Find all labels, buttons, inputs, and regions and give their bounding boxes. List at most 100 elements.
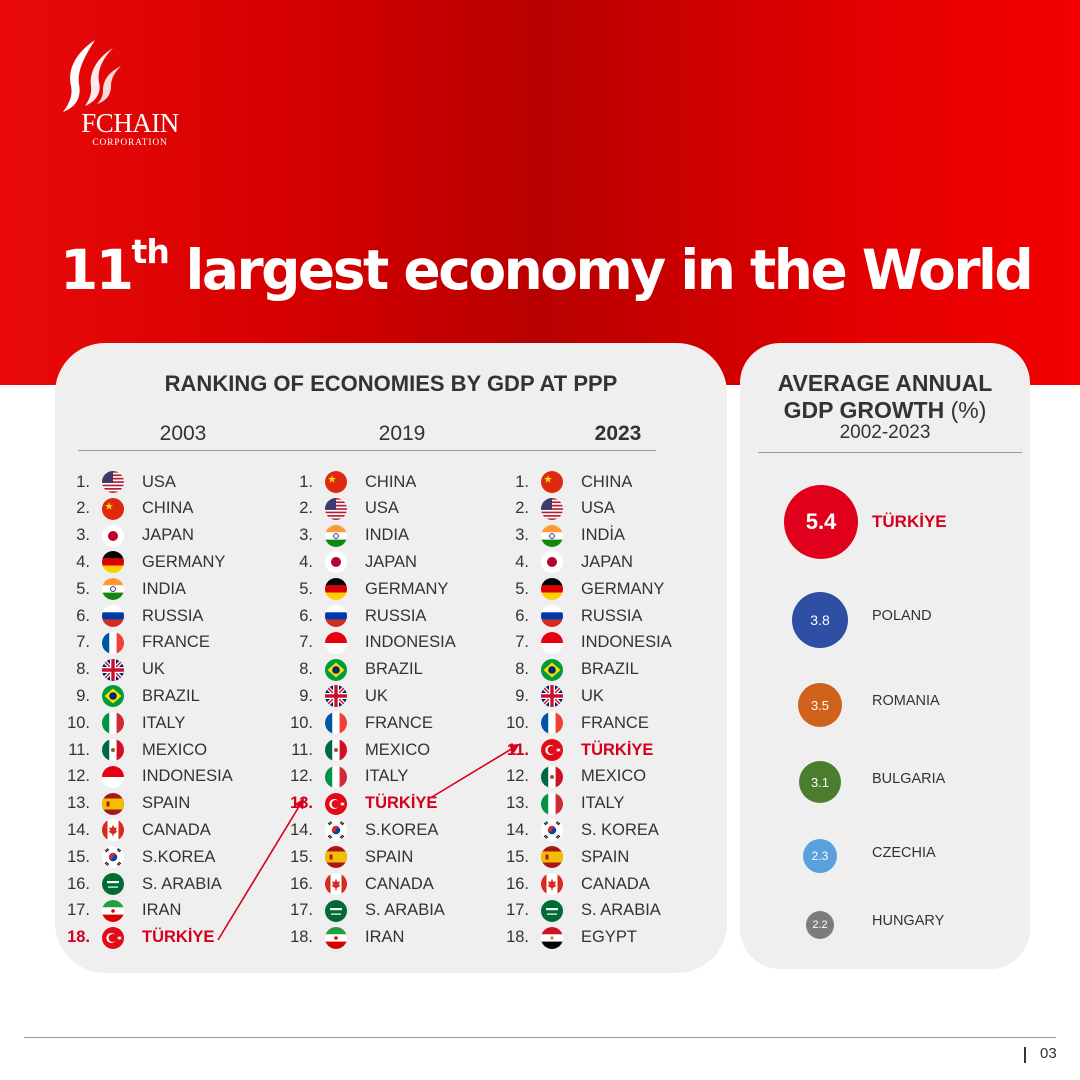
rank-number: 14. <box>290 820 313 839</box>
ranking-row: 8. BRAZIL <box>283 658 423 682</box>
country-name: UK <box>581 686 604 705</box>
flag-sa-icon <box>102 873 124 895</box>
country-name: INDONESIA <box>142 767 233 786</box>
rank-number: 5. <box>515 579 529 598</box>
year-2019: 2019 <box>378 422 426 445</box>
rank-number: 6. <box>299 606 313 625</box>
rank-number: 4. <box>299 552 313 571</box>
ranking-row: 3. JAPAN <box>60 524 194 548</box>
growth-bubble: 2.2 <box>806 911 834 939</box>
ranking-panel <box>55 343 727 973</box>
rank-number: 3. <box>515 526 529 545</box>
growth-bubble: 3.1 <box>799 761 841 803</box>
country-name: CHINA <box>365 472 417 491</box>
growth-country-label: HUNGARY <box>872 913 945 929</box>
ranking-divider <box>78 450 656 451</box>
ranking-row: 2. USA <box>283 497 399 521</box>
ranking-row: 12. INDONESIA <box>60 765 233 789</box>
rank-number: 8. <box>299 660 313 679</box>
flag-br-icon <box>325 658 347 681</box>
ranking-row: 5. GERMANY <box>499 577 664 601</box>
year-2003: 2003 <box>159 422 207 445</box>
flag-es-icon <box>102 792 124 815</box>
rank-number: 10. <box>506 713 529 732</box>
rank-number: 2. <box>515 499 529 518</box>
growth-bubble: 3.5 <box>798 683 842 727</box>
country-name: INDONESIA <box>581 633 672 652</box>
growth-bubble: 3.8 <box>792 592 848 648</box>
rank-number: 1. <box>299 472 313 491</box>
country-name: S. ARABIA <box>365 901 445 920</box>
rank-number: 13. <box>506 794 529 813</box>
country-name: INDIA <box>365 526 410 545</box>
country-name: BRAZIL <box>581 660 639 679</box>
rank-number: 3. <box>76 526 90 545</box>
ranking-row: 14. S.KOREA <box>283 818 438 842</box>
flag-it-icon <box>325 765 347 788</box>
flag-us-icon <box>325 497 347 520</box>
country-name: CHINA <box>142 499 194 518</box>
ranking-row: 1. CHINA <box>499 470 632 494</box>
country-name: ITALY <box>142 713 186 732</box>
flag-cn-icon <box>325 471 347 493</box>
ranking-row: 16. S. ARABIA <box>60 872 222 896</box>
rank-number: 9. <box>515 686 529 705</box>
flag-tr-icon <box>325 792 347 815</box>
country-name: EGYPT <box>581 928 637 947</box>
rank-number: 1. <box>76 472 90 491</box>
ranking-row: 5. INDIA <box>60 577 186 601</box>
country-name: ITALY <box>365 767 409 786</box>
ranking-row: 16. CANADA <box>499 872 650 896</box>
ranking-row: 8. BRAZIL <box>499 658 639 682</box>
flag-jp-icon <box>541 551 563 574</box>
ranking-row: 1. CHINA <box>283 470 416 494</box>
country-name: INDİA <box>581 526 626 545</box>
ranking-row: 13. TÜRKİYE <box>283 792 437 816</box>
rank-number: 17. <box>506 901 529 920</box>
flag-ru-icon <box>541 605 563 627</box>
country-name: INDIA <box>142 579 187 598</box>
rank-number: 2. <box>299 499 313 518</box>
growth-country-label: ROMANIA <box>872 693 940 709</box>
ranking-row: 8. UK <box>60 658 165 682</box>
country-name: FRANCE <box>365 713 433 732</box>
flag-mx-icon <box>325 739 347 761</box>
country-name: S. ARABIA <box>142 874 222 893</box>
logo-subtitle: CORPORATION <box>92 138 168 148</box>
country-name: UK <box>142 660 165 679</box>
ranking-row: 4. GERMANY <box>60 550 225 574</box>
country-name: TÜRKİYE <box>142 928 215 947</box>
flag-de-icon <box>102 551 124 574</box>
country-name: RUSSIA <box>581 606 643 625</box>
flag-jp-icon <box>325 551 347 574</box>
rank-number: 10. <box>67 713 90 732</box>
ranking-row: 6. RUSSIA <box>283 604 426 628</box>
flag-in-icon <box>325 524 347 547</box>
rank-number: 14. <box>67 820 90 839</box>
country-name: CANADA <box>581 874 650 893</box>
rank-number: 8. <box>76 660 90 679</box>
country-name: FRANCE <box>142 633 210 652</box>
country-name: TÜRKİYE <box>365 794 438 813</box>
flag-ca-icon <box>102 819 124 842</box>
flag-id-icon <box>541 631 563 654</box>
flag-eg-icon <box>541 926 563 949</box>
rank-number: 12. <box>290 767 313 786</box>
ranking-row: 18. IRAN <box>283 926 404 950</box>
rank-number: 14. <box>506 820 529 839</box>
ranking-row: 15. SPAIN <box>283 845 413 869</box>
ranking-row: 3. INDIA <box>283 524 409 548</box>
ranking-row: 15. S.KOREA <box>60 845 215 869</box>
flag-id-icon <box>102 765 124 788</box>
country-name: CHINA <box>581 472 633 491</box>
flag-gb-icon <box>102 658 124 681</box>
ranking-row: 14. S. KOREA <box>499 818 659 842</box>
flag-kr-icon <box>102 846 124 869</box>
ranking-row: 9. UK <box>283 684 388 708</box>
country-name: JAPAN <box>581 552 633 571</box>
ranking-row: 12. ITALY <box>283 765 408 789</box>
rank-number: 18. <box>67 928 90 947</box>
country-name: USA <box>365 499 399 518</box>
ranking-row: 12. MEXICO <box>499 765 646 789</box>
country-name: RUSSIA <box>142 606 204 625</box>
